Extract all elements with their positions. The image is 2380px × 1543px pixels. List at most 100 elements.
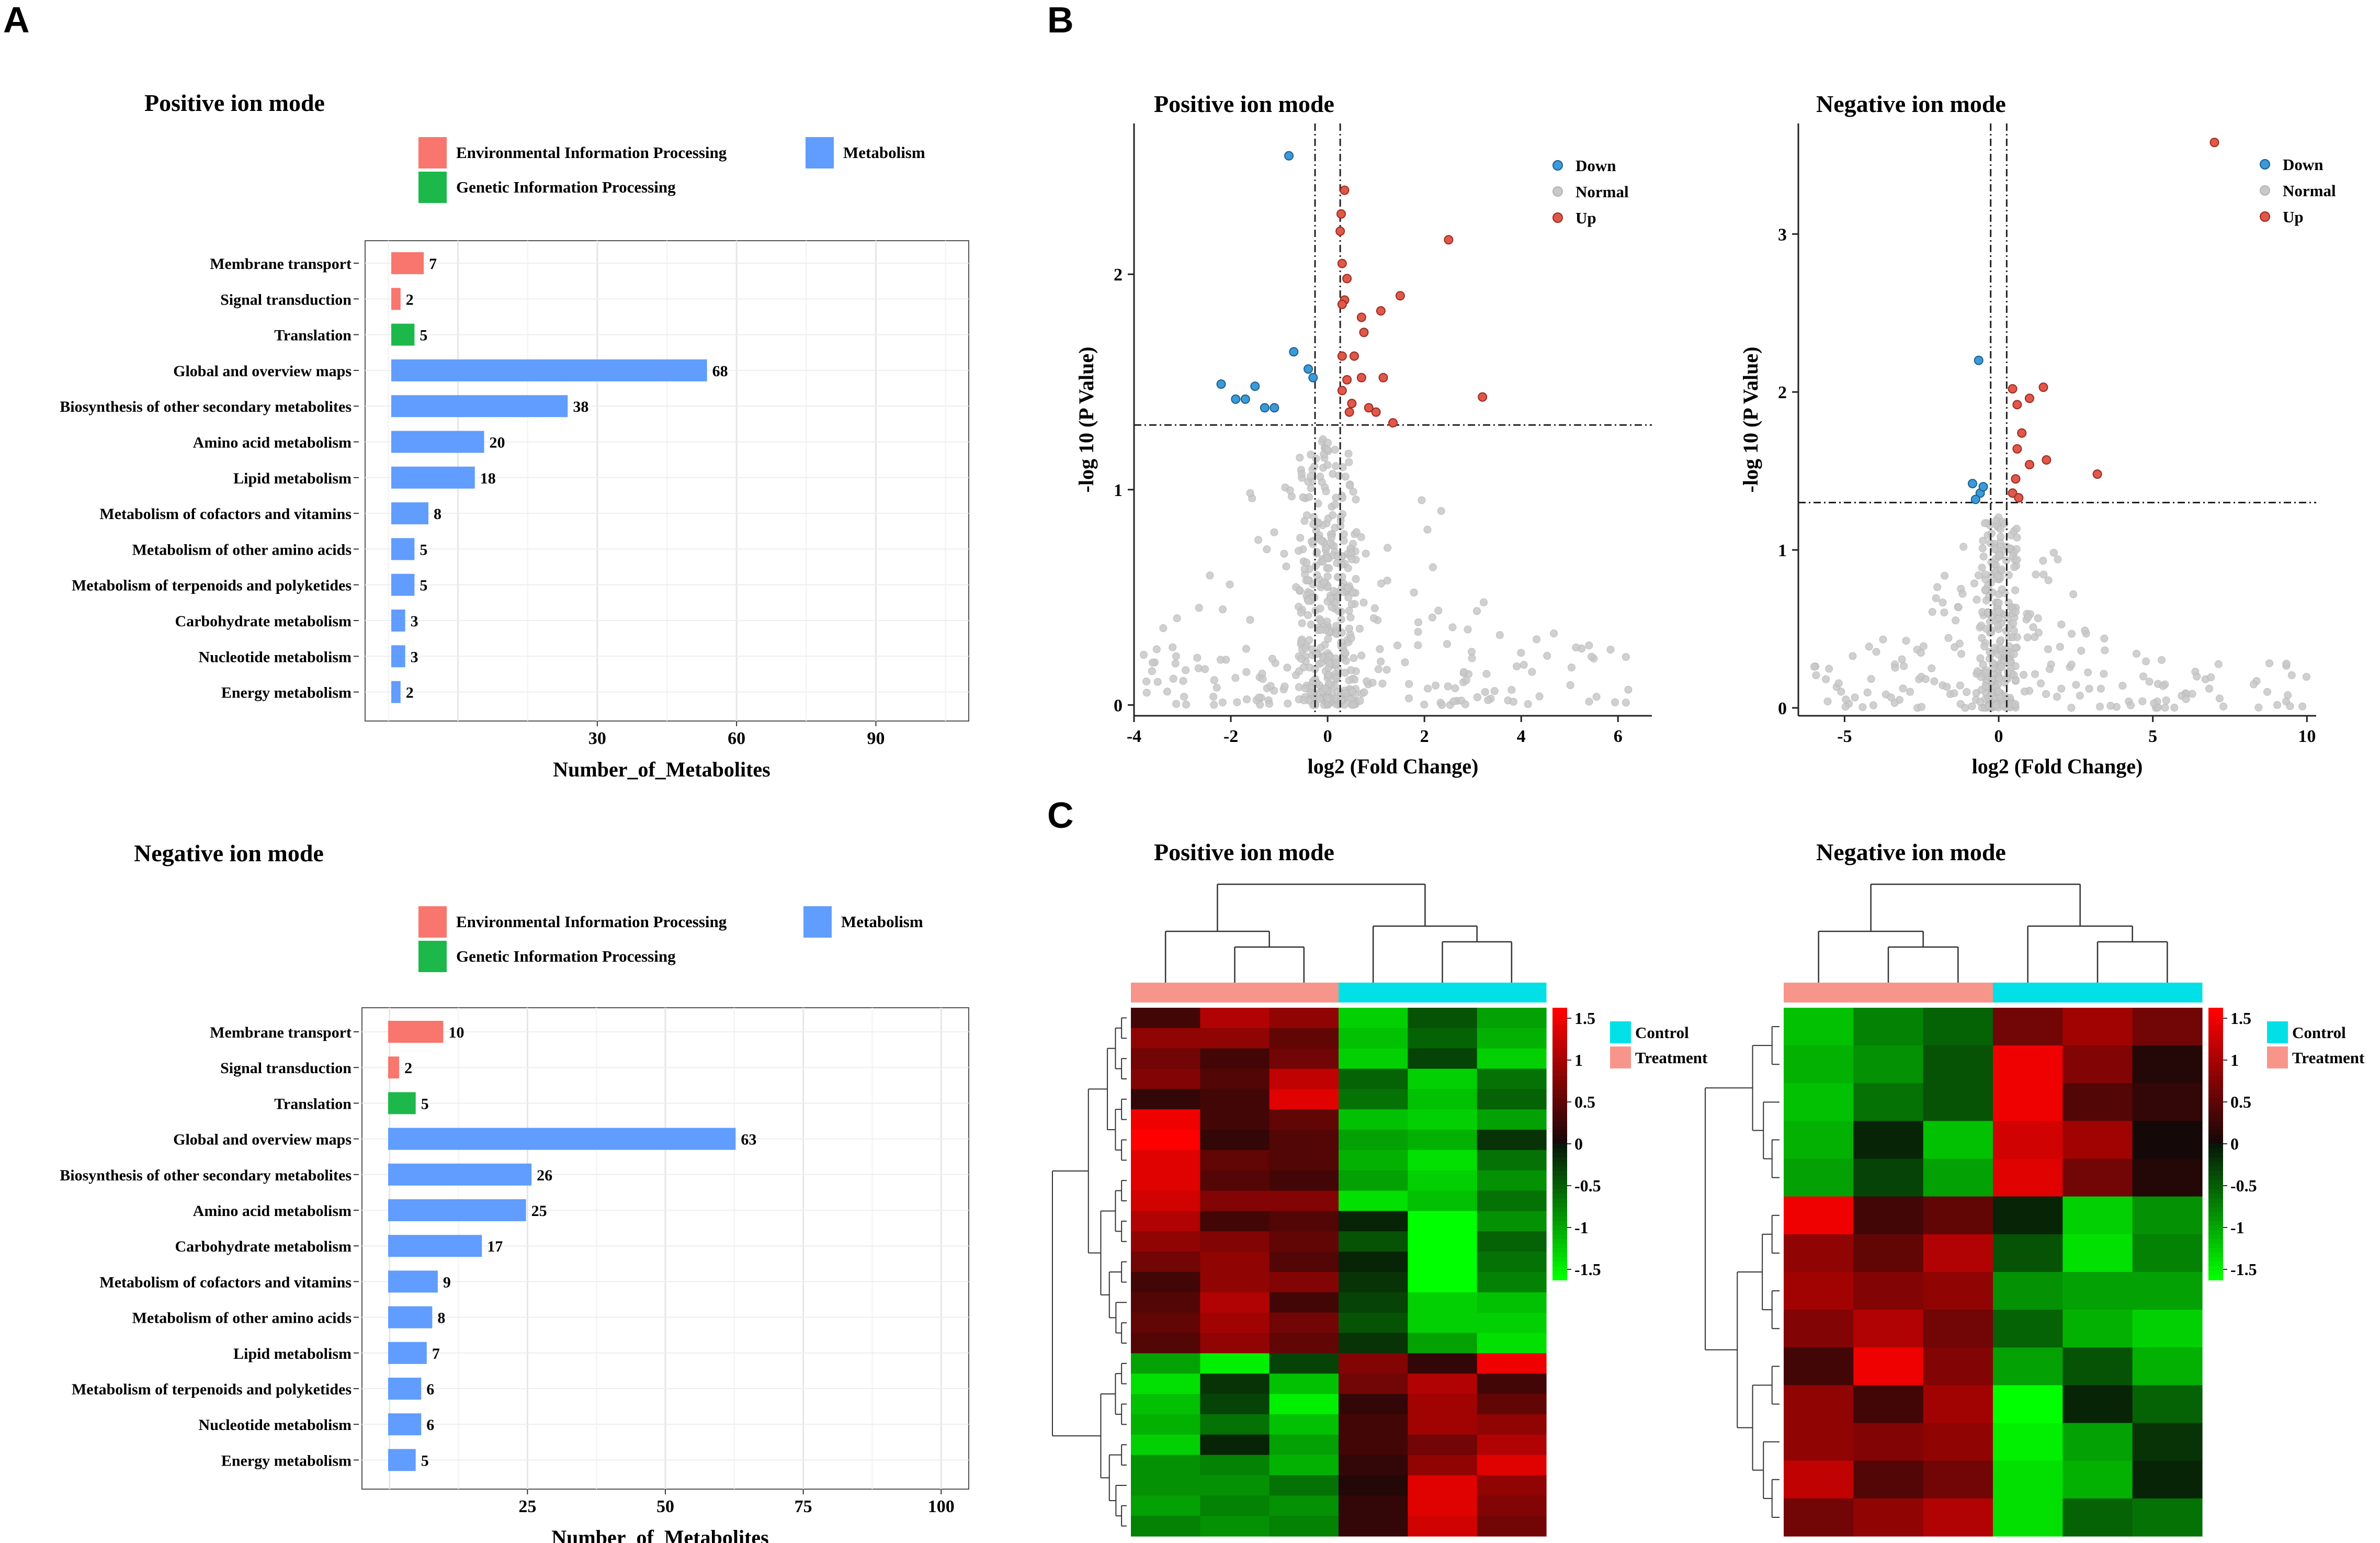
point-normal [1348, 688, 1356, 696]
point-normal [1323, 572, 1332, 581]
heatmap-cell [1853, 1234, 1924, 1272]
colorbar-tick-label: -1.5 [2230, 1260, 2257, 1279]
point-normal [1218, 698, 1227, 706]
point-normal [1376, 645, 1384, 654]
point-normal [2034, 614, 2042, 623]
point-normal [1898, 655, 1906, 663]
colorbar-segment [1552, 1035, 1567, 1040]
heatmap-cell [1131, 1190, 1200, 1212]
point-normal [1369, 614, 1378, 623]
heatmap-cell [1408, 1109, 1478, 1130]
point-normal [1902, 637, 1910, 645]
heatmap-cell [1200, 1475, 1270, 1496]
heatmap-cell [1200, 1394, 1270, 1415]
point-normal [2010, 563, 2019, 571]
point-up [1356, 312, 1366, 322]
colorbar-segment [1552, 1253, 1567, 1258]
point-normal [1429, 563, 1437, 571]
colorbar-segment [2208, 1053, 2223, 1058]
point-normal [1834, 679, 1843, 688]
point-normal [2158, 656, 2166, 664]
point-normal [2298, 702, 2307, 711]
point-normal [1437, 507, 1445, 515]
point-normal [2056, 643, 2064, 651]
point-normal [1194, 664, 1203, 672]
x-tick-label: 0 [1323, 727, 1332, 746]
point-normal [1302, 558, 1311, 567]
point-normal [1464, 625, 1472, 634]
heatmap-cell [2062, 1498, 2133, 1537]
legend-swatch-genetic [418, 941, 447, 972]
point-normal [1994, 674, 2003, 683]
point-normal [1325, 564, 1333, 572]
x-tick-label: 30 [588, 729, 606, 748]
point-up [2092, 469, 2102, 479]
colorbar-segment [1552, 1175, 1567, 1181]
point-normal [1316, 472, 1324, 481]
point-normal [2215, 694, 2224, 703]
point-normal [1169, 643, 1177, 651]
category-label: Metabolism of terpenoids and polyketides [72, 577, 352, 594]
point-normal [1325, 680, 1333, 688]
panel-letter-a: A [3, 0, 30, 40]
point-normal [1513, 662, 1521, 671]
category-label: Lipid metabolism [233, 1345, 352, 1362]
chart-title: Negative ion mode [1816, 839, 2006, 865]
point-normal [1957, 650, 1966, 658]
point-normal [1432, 681, 1440, 690]
heatmap-cell [2132, 1423, 2203, 1461]
point-normal [1362, 549, 1370, 558]
bar-value-label: 68 [712, 363, 728, 380]
point-normal [1338, 560, 1346, 569]
bar-metabolism-of-other-amino-acids [391, 538, 415, 560]
point-normal [2067, 704, 2076, 712]
colorbar-tick-label: 1 [2230, 1051, 2239, 1069]
point-normal [2286, 702, 2294, 711]
point-down [1231, 394, 1241, 404]
heatmap-negative: Negative ion mode 1.5 1 0.5 0 -0.5 -1 -1.5 Contr… [1705, 839, 2365, 1537]
point-up [1337, 386, 1347, 396]
colorbar-segment [1552, 1243, 1567, 1249]
category-label: Energy metabolism [221, 684, 352, 702]
point-normal [1451, 684, 1459, 692]
heatmap-cell [1784, 1008, 1854, 1046]
bar-amino-acid-metabolism [388, 1199, 526, 1221]
point-normal [1231, 674, 1240, 682]
heatmap-cell [1200, 1190, 1270, 1212]
heatmap-cell [1339, 1475, 1408, 1496]
heatmap-cell [2062, 1196, 2133, 1235]
heatmap-cell [1339, 1068, 1408, 1089]
point-normal [1849, 652, 1857, 660]
colorbar-segment [1552, 1270, 1567, 1276]
heatmap-cell [1269, 1495, 1339, 1516]
heatmap-cell [1477, 1231, 1547, 1252]
point-normal [1347, 555, 1356, 564]
point-normal [2057, 620, 2066, 628]
point-normal [2162, 696, 2170, 705]
point-normal [1210, 701, 1218, 709]
colorbar-tick-label: 0 [2230, 1134, 2239, 1153]
legend-swatch-treatment [1610, 1046, 1631, 1068]
heatmap-cell [1477, 1495, 1547, 1516]
heatmap-cell [1269, 1150, 1339, 1171]
colorbar-tick-label: 1.5 [1574, 1009, 1595, 1028]
point-normal [2011, 662, 2020, 670]
point-up [1344, 407, 1354, 417]
point-normal [1242, 645, 1251, 653]
heatmap-cell [1408, 1252, 1478, 1272]
heatmap-cell [1269, 1211, 1339, 1232]
group-annotation-treatment [1269, 983, 1339, 1003]
point-normal [1959, 543, 1968, 551]
point-normal [2057, 684, 2066, 693]
bar-metabolism-of-cofactors-and-vitamins [388, 1270, 438, 1293]
point-normal [1323, 461, 1332, 469]
y-tick-label: 3 [1778, 225, 1787, 244]
point-normal [1280, 682, 1289, 691]
point-normal [1976, 697, 1985, 706]
point-normal [1378, 679, 1387, 688]
colorbar-segment [1552, 1017, 1567, 1022]
colorbar-segment [2208, 1243, 2223, 1249]
heatmap-cell [1269, 1109, 1339, 1130]
heatmap-cell [1993, 1272, 2063, 1310]
category-label: Carbohydrate metabolism [175, 1238, 352, 1255]
